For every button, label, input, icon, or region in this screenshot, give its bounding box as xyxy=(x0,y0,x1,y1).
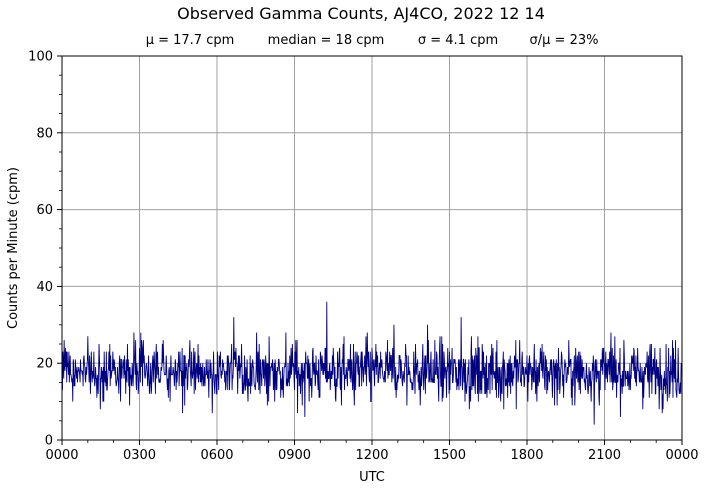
stat-cv: σ/μ = 23% xyxy=(530,33,599,48)
y-tick-label: 100 xyxy=(28,50,53,65)
x-tick-label: 0600 xyxy=(200,448,233,463)
y-tick-label: 40 xyxy=(36,280,53,295)
x-tick-label: 2100 xyxy=(588,448,621,463)
y-axis: 0 20 40 60 80 100 xyxy=(28,50,62,449)
x-tick-label: 1200 xyxy=(355,448,388,463)
series-line xyxy=(61,301,683,425)
x-axis-label: UTC xyxy=(359,470,385,485)
y-tick-label: 0 xyxy=(45,434,53,449)
y-tick-label: 80 xyxy=(36,126,53,141)
x-tick-label: 0900 xyxy=(278,448,311,463)
grid xyxy=(62,56,682,440)
y-tick-label: 20 xyxy=(36,357,53,372)
x-axis: 0000 0300 0600 0900 1200 1500 1800 2100 0000 xyxy=(45,440,699,463)
stat-mean: μ = 17.7 cpm xyxy=(146,33,235,48)
x-tick-label: 0300 xyxy=(123,448,156,463)
x-tick-label: 0000 xyxy=(665,448,698,463)
y-axis-label: Counts per Minute (cpm) xyxy=(6,167,21,329)
chart-title: Observed Gamma Counts, AJ4CO, 2022 12 14 xyxy=(177,4,545,23)
x-tick-label: 0000 xyxy=(45,448,78,463)
y-tick-label: 60 xyxy=(36,203,53,218)
x-tick-label: 1800 xyxy=(510,448,543,463)
stat-std: σ = 4.1 cpm xyxy=(418,33,498,48)
stat-median: median = 18 cpm xyxy=(268,33,385,48)
x-tick-label: 1500 xyxy=(433,448,466,463)
series-line-group xyxy=(61,301,683,425)
